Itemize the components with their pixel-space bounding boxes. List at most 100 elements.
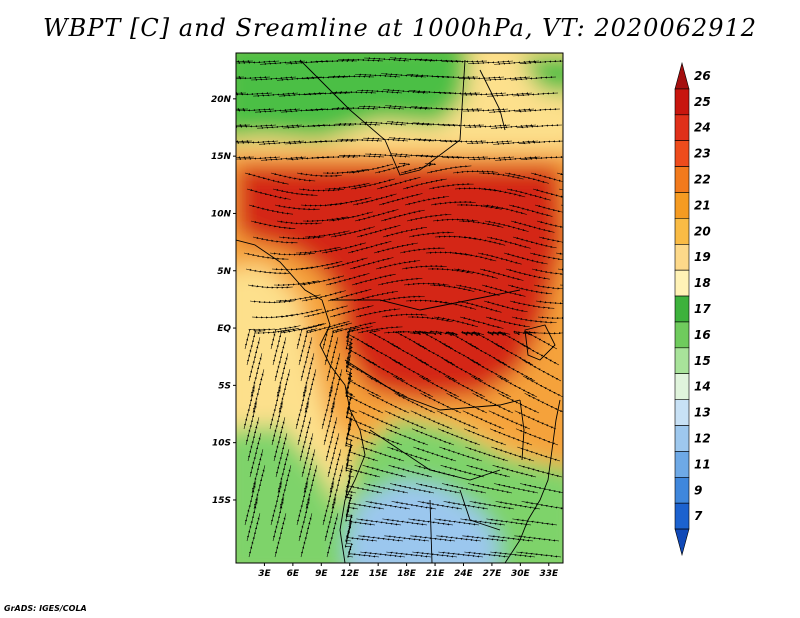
- streamline: [252, 236, 298, 244]
- streamline: [296, 172, 342, 178]
- streamline: [400, 162, 436, 174]
- streamline: [245, 268, 291, 275]
- streamline: [514, 410, 557, 430]
- streamline: [404, 196, 450, 206]
- streamline: [557, 268, 563, 272]
- streamline: [510, 220, 555, 233]
- colorbar-label: 23: [694, 147, 711, 161]
- lon-tick-label: 30E: [511, 569, 531, 579]
- streamline: [524, 393, 563, 413]
- lon-tick-label: 33E: [539, 569, 559, 579]
- streamline: [562, 221, 563, 222]
- colorbar-swatch: [674, 451, 690, 478]
- streamline: [247, 284, 293, 289]
- streamline: [485, 316, 530, 328]
- longitude-axis: 3E 6E 9E 12E 15E 18E 21E 24E 27E 30E 33E: [258, 563, 559, 579]
- lat-tick-label: 10S: [212, 439, 231, 449]
- colorbar-swatch: [674, 114, 690, 141]
- streamline: [536, 220, 563, 231]
- streamline: [483, 300, 528, 313]
- colorbar-swatch: [674, 166, 690, 193]
- streamline: [382, 227, 427, 238]
- colorbar-label: 24: [694, 121, 711, 135]
- streamline: [452, 170, 498, 174]
- streamline: [353, 291, 398, 302]
- streamline: [274, 204, 320, 211]
- streamline: [379, 295, 425, 302]
- colorbar-swatch: [674, 218, 690, 245]
- streamline: [402, 178, 447, 190]
- streamline: [529, 252, 563, 262]
- streamline: [521, 155, 563, 161]
- streamlines: [236, 57, 563, 558]
- colorbar-swatch: [674, 321, 690, 349]
- streamline: [373, 242, 418, 254]
- streamline: [515, 108, 561, 113]
- streamline: [507, 284, 553, 295]
- streamline: [244, 328, 275, 350]
- lon-tick-label: 6E: [287, 569, 300, 579]
- map-area: [236, 53, 563, 563]
- streamline: [481, 284, 526, 297]
- colorbar-label: 20: [694, 224, 711, 238]
- streamline: [513, 92, 559, 97]
- colorbar-swatch: [674, 243, 690, 271]
- streamline: [511, 76, 557, 81]
- colorbar-label: 7: [694, 509, 703, 523]
- streamline: [300, 513, 313, 558]
- streamline: [537, 315, 563, 320]
- streamline: [248, 513, 261, 558]
- streamline: [327, 289, 372, 302]
- streamline: [503, 252, 548, 265]
- streamline: [562, 300, 563, 302]
- map-frame: [235, 52, 564, 564]
- streamline: [534, 204, 563, 216]
- lon-tick-label: 15E: [369, 569, 389, 579]
- streamline: [246, 188, 291, 200]
- streamline: [270, 172, 316, 182]
- streamline: [377, 277, 423, 286]
- streamline: [520, 59, 563, 65]
- streamline: [515, 428, 559, 446]
- colorbar-label: 21: [694, 198, 711, 212]
- streamline: [244, 172, 289, 185]
- streamline: [535, 300, 563, 305]
- lon-tick-label: 27E: [483, 569, 503, 579]
- streamline: [270, 325, 301, 350]
- colorbar-swatch: [674, 347, 690, 375]
- streamline: [521, 359, 562, 382]
- streamline: [250, 220, 296, 230]
- streamline: [560, 204, 563, 206]
- streamline: [519, 483, 563, 494]
- streamline: [276, 220, 322, 225]
- colorbar-swatch: [674, 269, 690, 297]
- streamline: [349, 257, 394, 270]
- colorbar-label: 18: [694, 276, 711, 290]
- streamline: [428, 183, 474, 190]
- colorbar-label: 9: [694, 483, 702, 497]
- colorbar: 26 25 24 23 22 21 20 19 18 17 16 15 14 13 12 11 9 7: [674, 61, 711, 557]
- streamline: [326, 513, 339, 558]
- streamline: [558, 188, 563, 198]
- streamline: [274, 513, 287, 558]
- streamline: [512, 236, 557, 249]
- streamline: [375, 260, 421, 270]
- streamline: [532, 188, 563, 200]
- streamline: [512, 518, 558, 526]
- streamline: [329, 305, 374, 318]
- streamline: [533, 284, 563, 291]
- streamline: [401, 264, 447, 270]
- streamline: [517, 124, 563, 129]
- streamline: [355, 308, 401, 318]
- lon-tick-label: 3E: [258, 569, 271, 579]
- lon-tick-label: 18E: [397, 569, 417, 579]
- streamline: [505, 268, 550, 280]
- streamline: [406, 213, 452, 222]
- border-north: [299, 59, 466, 176]
- lon-tick-label: 24E: [454, 569, 474, 579]
- streamline: [426, 165, 472, 174]
- lat-tick-label: EQ: [217, 324, 231, 334]
- streamline: [408, 231, 454, 238]
- lat-tick-label: 15N: [211, 152, 232, 162]
